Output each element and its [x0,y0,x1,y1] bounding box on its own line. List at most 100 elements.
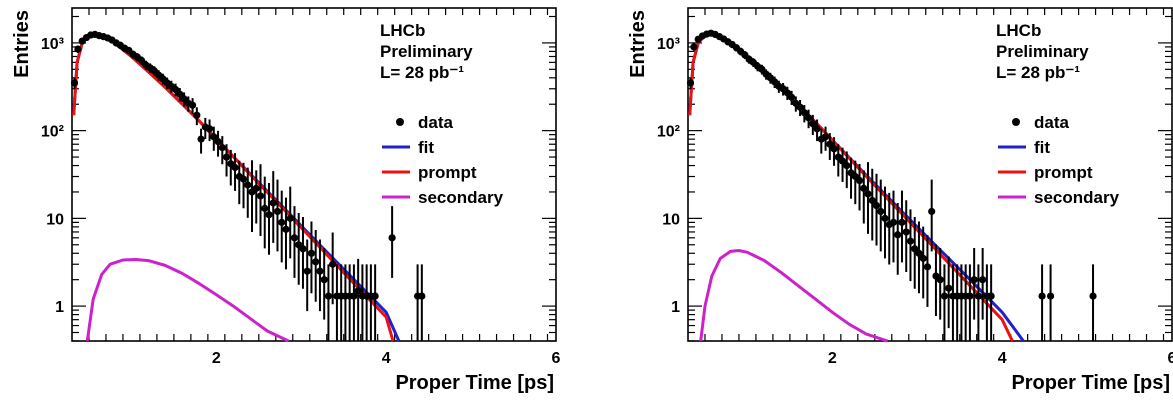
legend-label: fit [418,138,434,157]
x-tick-label: 2 [212,350,221,367]
data-point [690,43,698,51]
annotation-text: Preliminary [996,42,1089,61]
data-point [193,111,201,119]
data-point [282,225,290,233]
data-point [278,218,286,226]
data-point [1089,292,1097,300]
data-point [256,192,265,200]
data-point [418,292,426,300]
data-point [974,292,983,300]
data-point [222,153,231,161]
y-tick-label: 1 [671,299,680,316]
data-point [877,207,885,216]
data-point [906,237,915,245]
annotation-text: L= 28 pb⁻¹ [996,63,1080,82]
plot-frame [687,7,1173,342]
data-point [864,190,872,198]
legend-label: prompt [418,163,477,182]
data-point [919,254,927,262]
data-point [252,184,260,192]
data-point [787,93,796,101]
data-point [350,292,358,300]
y-axis-title: Entries [11,10,33,78]
data-point [388,234,396,242]
data-point [354,287,362,295]
legend-label: secondary [1034,188,1120,207]
data-point [923,263,932,271]
y-tick-label: 10³ [41,36,64,53]
data-point [813,125,821,133]
data-point [966,292,974,300]
chart-panel-right: 2 4 6 1 10 10² 10³ Entries Proper Time [ps] LHCb P… [627,7,1173,394]
data-point [244,181,252,189]
data-point [210,133,218,141]
data-point [809,120,817,128]
data-point [1046,292,1055,300]
data-point [307,249,316,257]
data-point [911,245,919,253]
data-point [945,284,953,292]
plot-frame [71,7,557,342]
data-point [231,163,239,172]
data-point [796,103,804,111]
data-point [843,161,851,170]
legend-label: prompt [1034,163,1093,182]
x-tick-label: 4 [382,350,391,367]
data-point [320,276,328,284]
data-point [821,133,830,141]
data-point [902,228,910,236]
annotation-text: Preliminary [380,42,473,61]
data-point [299,245,307,253]
secondary-curve [85,258,290,343]
data-point [265,211,273,219]
data-point [218,144,226,152]
x-tick-label: 4 [998,350,1007,367]
data-point [987,292,995,300]
data-point [261,204,269,212]
data-point [269,199,277,207]
data-point [138,56,146,65]
y-tick-label: 10² [41,124,64,141]
legend-label: data [418,113,454,132]
data-point [940,292,949,300]
data-point [970,276,978,284]
data-point [205,125,214,133]
data-point [74,45,82,53]
data-point [371,292,379,300]
data-point [898,218,906,226]
data-point [868,196,876,205]
data-point [838,157,847,165]
data-point [889,218,898,226]
data-point [771,78,779,86]
data-point [881,214,889,222]
annotation-text: L= 28 pb⁻¹ [380,63,464,82]
data-point [197,135,205,143]
data-point [804,114,813,122]
y-tick-label: 10 [662,211,680,228]
data-point [1038,292,1046,300]
data-point [915,249,923,257]
y-tick-label: 10 [46,211,64,228]
data-point [800,109,808,117]
x-tick-label: 2 [828,350,837,367]
data-point [176,90,184,98]
data-point [928,207,936,216]
x-tick-label: 6 [552,350,561,367]
data-point [312,258,320,266]
x-axis-title: Proper Time [ps] [1011,372,1170,394]
legend-label: fit [1034,138,1050,157]
data-point [936,276,944,284]
data-point [188,101,197,109]
annotation-text: LHCb [380,21,425,40]
data-point [239,175,248,183]
y-tick-label: 10² [657,124,680,141]
x-tick-label: 6 [1168,350,1173,367]
legend-marker-data [1012,118,1020,126]
y-axis-title: Entries [627,10,649,78]
data-point [860,184,868,192]
legend-marker-data [396,118,404,126]
data-point [758,65,766,73]
data-point [826,140,834,148]
data-point [171,85,180,94]
